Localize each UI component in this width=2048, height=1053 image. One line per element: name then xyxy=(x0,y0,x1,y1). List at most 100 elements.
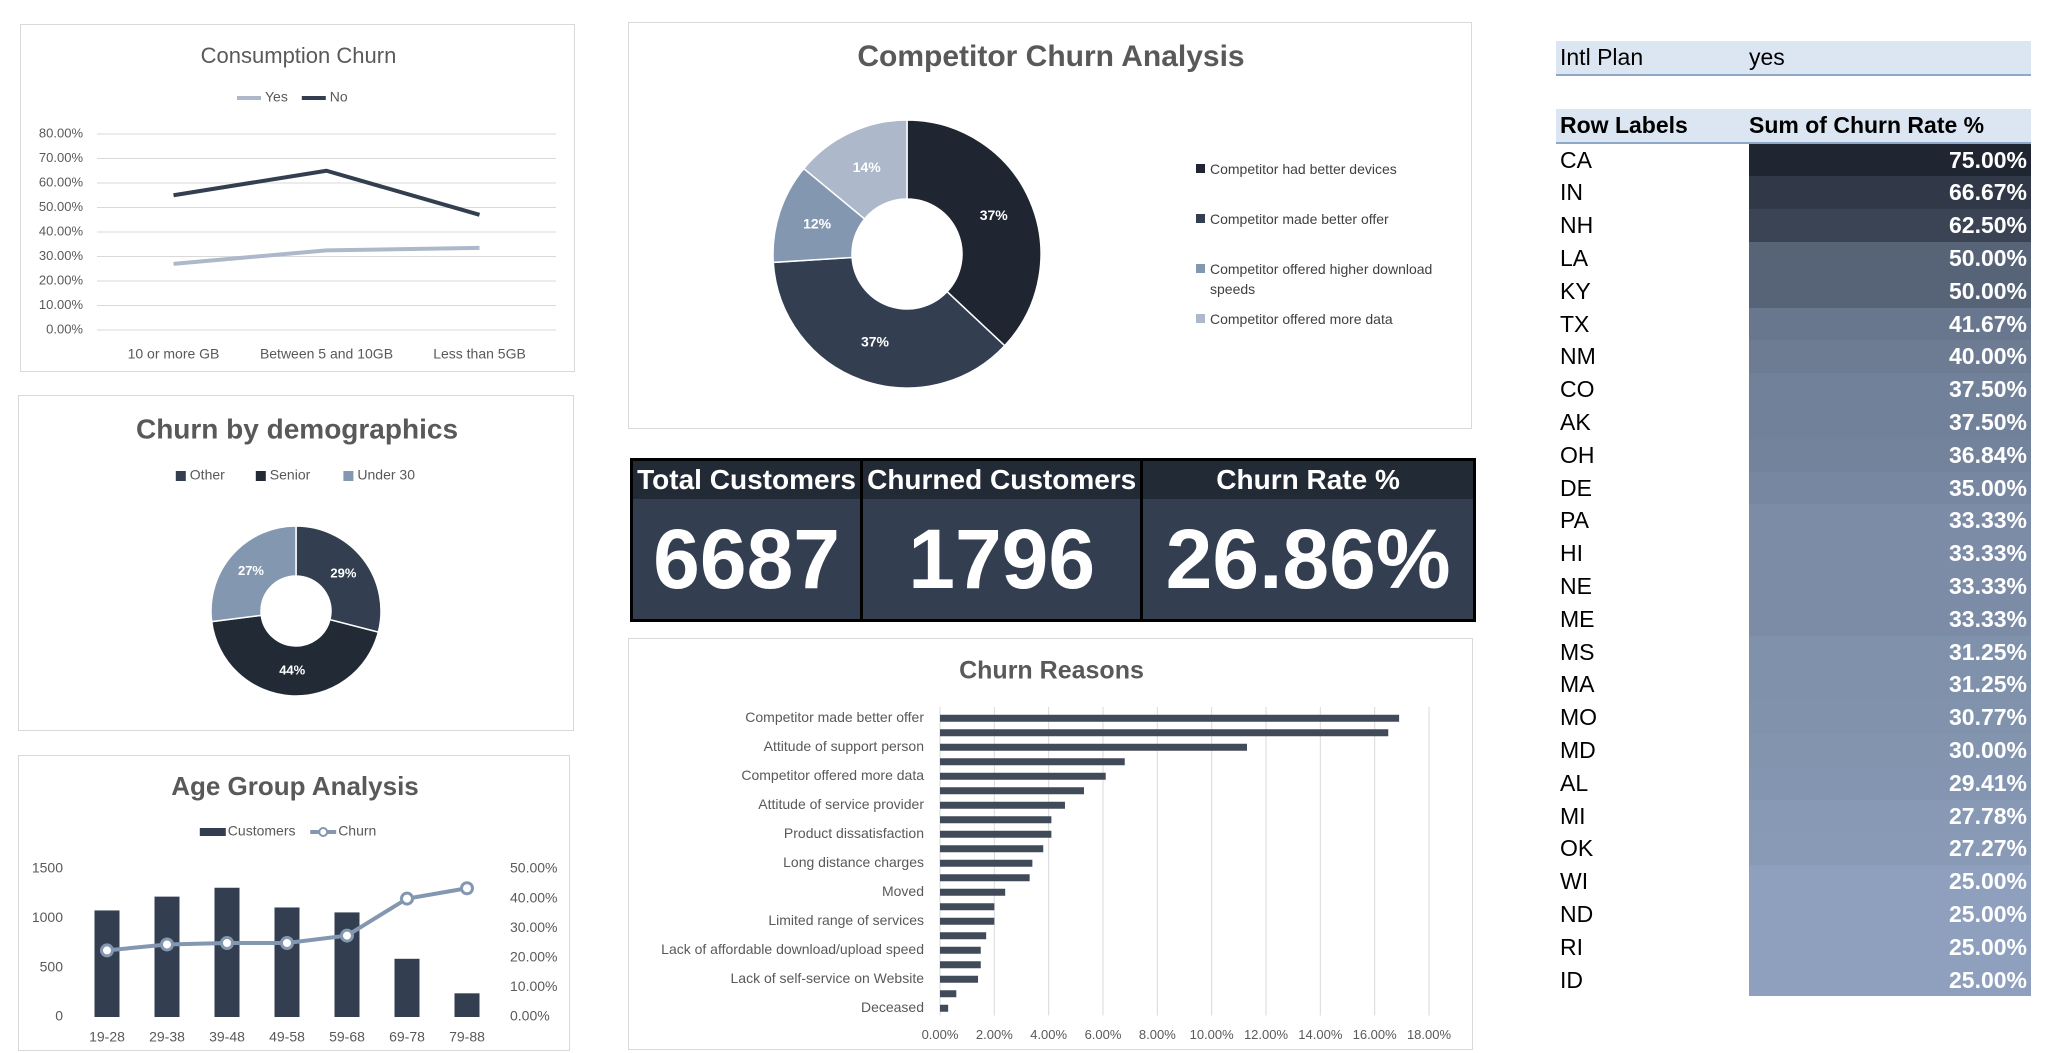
kpi-value: 6687 xyxy=(633,499,861,619)
row-label: ID xyxy=(1560,966,1583,993)
legend-label: Under 30 xyxy=(357,467,415,483)
value-cell: 36.84% xyxy=(1749,438,2031,472)
x-tick-label: Less than 5GB xyxy=(433,346,526,362)
x-tick-label: Between 5 and 10GB xyxy=(260,346,393,362)
kpi-label: Churned Customers xyxy=(863,461,1141,499)
kpi-card: Total Customers 6687 xyxy=(633,461,861,619)
chart: Competitor Churn Analysis 37% 37% 12% 14% xyxy=(772,40,1245,389)
bar xyxy=(274,907,300,1017)
x-tick-label: 10 or more GB xyxy=(128,346,220,362)
pivot-row: MO 30.77% xyxy=(1556,701,2031,734)
y-tick-label: 1000 xyxy=(32,909,63,925)
bar xyxy=(940,845,1044,853)
chart-panel: Churn Reasons 0.00% 2.00% 4.00% 6.00% 8.00% 10… xyxy=(628,638,1473,1050)
value-cell: 27.27% xyxy=(1749,832,2031,866)
filter-value: yes xyxy=(1749,44,1785,70)
y-tick-label: Lack of affordable download/upload speed xyxy=(661,941,924,957)
row-label: KY xyxy=(1560,277,1591,304)
bar xyxy=(940,975,979,983)
pivot-row: NE 33.33% xyxy=(1556,569,2031,603)
y2-tick-label: 0.00% xyxy=(510,1008,550,1024)
y-tick-label: 70.00% xyxy=(39,150,84,165)
bar xyxy=(940,946,981,954)
row-label: NM xyxy=(1560,343,1596,370)
chart-panel: Churn by demographics 29% 44% 27% Other Senio… xyxy=(18,395,574,731)
value-label: 50.00% xyxy=(1948,244,2027,271)
value-cell: 37.50% xyxy=(1749,405,2031,439)
row-label: WI xyxy=(1560,868,1589,895)
legend-label: Churn xyxy=(338,823,376,839)
y-tick-label: 0 xyxy=(55,1008,63,1024)
pivot-row: PA 33.33% xyxy=(1556,504,2031,538)
data-label: 12% xyxy=(803,216,832,232)
value-cell: 50.00% xyxy=(1749,274,2031,308)
filter-field: Intl Plan xyxy=(1560,44,1644,70)
x-tick-label: 16.00% xyxy=(1353,1027,1398,1042)
value-cell: 33.33% xyxy=(1749,569,2031,603)
kpi-card: Churn Rate % 26.86% xyxy=(1143,461,1473,619)
chart: Churn by demographics 29% 44% 27% Other Senio… xyxy=(136,413,458,697)
x-tick-label: 18.00% xyxy=(1407,1027,1452,1042)
row-label: MO xyxy=(1560,704,1598,731)
pivot-row: MI 27.78% xyxy=(1556,799,2031,833)
y-tick-label: Attitude of service provider xyxy=(758,796,924,812)
pivot-row: AK 37.50% xyxy=(1556,405,2031,439)
bar xyxy=(214,887,240,1017)
x-tick-label: 12.00% xyxy=(1244,1027,1289,1042)
y2-tick-label: 20.00% xyxy=(510,949,557,965)
data-label: 37% xyxy=(861,334,890,350)
pivot-row: OH 36.84% xyxy=(1556,438,2031,472)
kpi-value: 26.86% xyxy=(1143,499,1473,619)
kpi-card: Churned Customers 1796 xyxy=(863,461,1141,619)
value-cell: 31.25% xyxy=(1749,668,2031,702)
y-tick-label: Product dissatisfaction xyxy=(784,825,924,841)
x-tick-label: 39-48 xyxy=(209,1029,245,1045)
value-cell: 29.41% xyxy=(1749,766,2031,800)
row-label: RI xyxy=(1560,933,1583,960)
legend-swatch xyxy=(199,828,226,836)
value-cell: 25.00% xyxy=(1749,897,2031,931)
legend-swatch xyxy=(318,827,329,837)
bar xyxy=(940,917,995,925)
x-tick-label: 10.00% xyxy=(1190,1027,1235,1042)
y-tick-label: 500 xyxy=(40,958,64,974)
x-tick-label: 0.00% xyxy=(922,1027,959,1042)
value-label: 66.67% xyxy=(1948,179,2027,206)
value-label: 35.00% xyxy=(1948,474,2027,501)
row-label: PA xyxy=(1560,507,1589,534)
y-tick-label: Competitor made better offer xyxy=(745,709,924,725)
row-label: IN xyxy=(1560,179,1583,206)
x-tick-label: 4.00% xyxy=(1030,1027,1067,1042)
chart-title: Churn Reasons xyxy=(959,657,1144,685)
value-cell: 62.50% xyxy=(1749,209,2031,242)
pivot-row: DE 35.00% xyxy=(1556,471,2031,505)
row-label: MD xyxy=(1560,736,1596,763)
pivot-row: CO 37.50% xyxy=(1556,373,2031,406)
value-label: 40.00% xyxy=(1948,343,2027,370)
legend-label: Senior xyxy=(270,467,311,483)
bar xyxy=(940,714,1400,722)
value-label: 25.00% xyxy=(1948,933,2027,960)
x-tick-label: 69-78 xyxy=(389,1029,425,1045)
value-cell: 40.00% xyxy=(1749,340,2031,374)
row-label: CO xyxy=(1560,376,1595,403)
legend-label: Competitor offered higher download speed… xyxy=(1210,261,1433,297)
y-tick-label: 10.00% xyxy=(39,297,84,312)
pivot-row: ID 25.00% xyxy=(1556,963,2031,997)
data-label: 44% xyxy=(279,662,305,677)
legend-swatch xyxy=(343,471,354,481)
bar xyxy=(940,932,987,940)
donut-slice xyxy=(772,256,1006,389)
donut-slice xyxy=(295,525,382,634)
value-label: 33.33% xyxy=(1948,605,2027,632)
value-label: 41.67% xyxy=(1948,310,2027,337)
pivot-row: TX 41.67% xyxy=(1556,307,2031,341)
row-label: MI xyxy=(1560,802,1586,829)
chart-panel: Consumption Churn 0.00% 10.00% 20.00% 30.00%… xyxy=(20,24,575,372)
legend-swatch xyxy=(1196,214,1205,223)
value-label: 25.00% xyxy=(1948,900,2027,927)
bar xyxy=(940,772,1106,780)
value-label: 37.50% xyxy=(1948,408,2027,435)
value-label: 33.33% xyxy=(1948,540,2027,567)
